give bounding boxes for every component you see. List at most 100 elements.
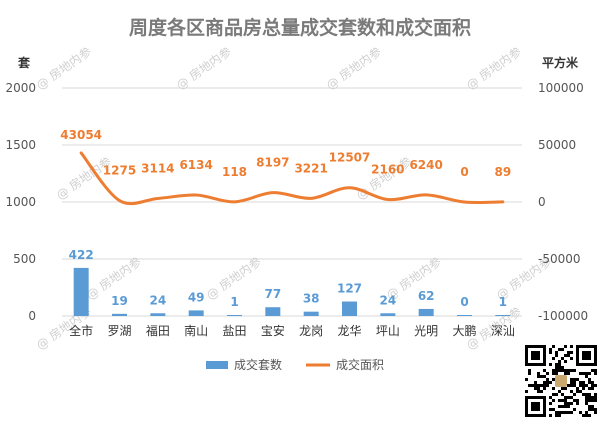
right-axis-ticks: -100000 -50000 0 50000 100000 bbox=[538, 81, 588, 323]
qr-module bbox=[555, 369, 558, 372]
qr-module bbox=[579, 372, 582, 375]
qr-module bbox=[564, 402, 567, 405]
qr-module bbox=[534, 387, 537, 390]
qr-module bbox=[561, 366, 564, 369]
bar bbox=[150, 313, 166, 316]
category-label: 龙华 bbox=[337, 324, 361, 338]
qr-module bbox=[564, 372, 567, 375]
left-tick-label: 500 bbox=[13, 252, 36, 266]
qr-module bbox=[585, 375, 588, 378]
qr-module bbox=[567, 405, 570, 408]
qr-module bbox=[537, 384, 540, 387]
qr-module bbox=[555, 393, 558, 396]
qr-module bbox=[573, 393, 576, 396]
qr-module bbox=[564, 399, 567, 402]
qr-module bbox=[561, 411, 564, 414]
qr-module bbox=[567, 372, 570, 375]
qr-module bbox=[576, 387, 579, 390]
qr-module bbox=[570, 390, 573, 393]
line-value-label: 0 bbox=[460, 165, 468, 179]
qr-module bbox=[561, 357, 564, 360]
qr-module bbox=[588, 414, 591, 417]
qr-module bbox=[594, 393, 597, 396]
qr-module bbox=[594, 408, 597, 411]
bar-value-label: 24 bbox=[379, 293, 396, 307]
qr-module bbox=[558, 405, 561, 408]
qr-module bbox=[549, 381, 552, 384]
qr-module bbox=[555, 363, 558, 366]
line-series bbox=[79, 151, 505, 206]
line-value-label: 43054 bbox=[60, 128, 102, 142]
qr-module bbox=[579, 411, 582, 414]
qr-module bbox=[561, 387, 564, 390]
qr-module bbox=[585, 414, 588, 417]
watermark-text: @ 房地内参 bbox=[173, 44, 234, 93]
qr-module bbox=[567, 351, 570, 354]
qr-module bbox=[585, 384, 588, 387]
bar-value-label: 127 bbox=[337, 282, 362, 296]
gridlines bbox=[62, 87, 522, 317]
qr-finder-core bbox=[582, 351, 591, 360]
qr-module bbox=[525, 378, 528, 381]
category-label: 深汕 bbox=[491, 324, 515, 338]
qr-module bbox=[591, 369, 594, 372]
qr-module bbox=[588, 381, 591, 384]
qr-module bbox=[570, 378, 573, 381]
qr-module bbox=[555, 372, 558, 375]
qr-module bbox=[573, 369, 576, 372]
qr-module bbox=[561, 369, 564, 372]
line-value-label: 1275 bbox=[103, 164, 136, 178]
qr-module bbox=[549, 348, 552, 351]
qr-module bbox=[564, 387, 567, 390]
qr-module bbox=[588, 405, 591, 408]
category-label: 大鹏 bbox=[452, 324, 476, 338]
qr-module bbox=[582, 414, 585, 417]
category-label: 光明 bbox=[414, 324, 438, 338]
legend-label-line: 成交面积 bbox=[336, 357, 384, 372]
right-tick-label: -50000 bbox=[538, 252, 581, 266]
qr-module bbox=[564, 354, 567, 357]
qr-module bbox=[594, 372, 597, 375]
category-axis: 全市 罗湖 福田 南山 盐田 宝安 龙岗 龙华 坪山 光明 大鹏 深汕 bbox=[69, 323, 515, 338]
qr-module bbox=[585, 393, 588, 396]
qr-module bbox=[561, 405, 564, 408]
qr-module bbox=[564, 405, 567, 408]
qr-module bbox=[588, 393, 591, 396]
qr-module bbox=[528, 372, 531, 375]
qr-module bbox=[588, 408, 591, 411]
qr-module bbox=[573, 381, 576, 384]
qr-module bbox=[573, 378, 576, 381]
bar-value-label: 24 bbox=[149, 293, 166, 307]
left-tick-label: 2000 bbox=[5, 81, 36, 95]
qr-module bbox=[564, 360, 567, 363]
bar-value-label: 77 bbox=[264, 287, 281, 301]
qr-module bbox=[564, 369, 567, 372]
line-path bbox=[79, 151, 505, 206]
right-axis-unit: 平方米 bbox=[542, 55, 579, 70]
qr-module bbox=[546, 378, 549, 381]
bar-value-label: 19 bbox=[111, 294, 128, 308]
qr-module bbox=[594, 399, 597, 402]
qr-code-image bbox=[523, 343, 599, 419]
qr-finder-core bbox=[531, 402, 540, 411]
right-tick-label: 100000 bbox=[538, 81, 584, 95]
qr-module bbox=[543, 384, 546, 387]
qr-module bbox=[540, 375, 543, 378]
qr-module bbox=[543, 387, 546, 390]
qr-module bbox=[552, 372, 555, 375]
qr-module bbox=[579, 384, 582, 387]
qr-module bbox=[588, 372, 591, 375]
left-tick-label: 0 bbox=[28, 309, 36, 323]
qr-module bbox=[570, 351, 573, 354]
qr-module bbox=[567, 402, 570, 405]
qr-module bbox=[576, 390, 579, 393]
qr-module bbox=[570, 345, 573, 348]
qr-module bbox=[552, 345, 555, 348]
qr-module bbox=[585, 372, 588, 375]
bar bbox=[73, 267, 89, 316]
qr-module bbox=[549, 414, 552, 417]
qr-module bbox=[558, 414, 561, 417]
qr-module bbox=[549, 408, 552, 411]
qr-module bbox=[558, 366, 561, 369]
